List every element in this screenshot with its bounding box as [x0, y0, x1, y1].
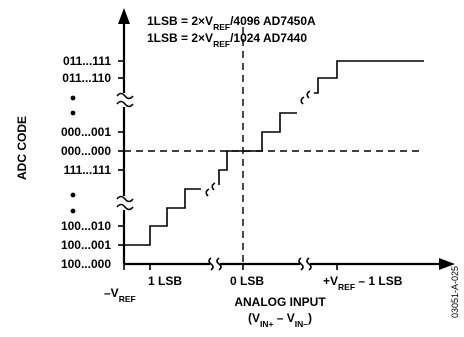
x-axis-break-right	[298, 257, 312, 271]
ticks	[118, 60, 338, 270]
staircase-lower	[123, 188, 201, 264]
figure-id: 03051-A-025	[450, 266, 460, 318]
y-code-label: 000...000	[61, 144, 111, 158]
x-axis-arrowhead	[439, 258, 455, 270]
x-label-neg-vref: –VREF	[104, 286, 136, 304]
code-ellipsis	[70, 95, 76, 214]
y-code-label: 000...001	[61, 125, 111, 139]
staircase-break-upper	[300, 90, 311, 105]
x-axis-title: ANALOG INPUT	[234, 295, 326, 309]
transfer-staircase	[123, 60, 424, 264]
x-tick-labels: –VREF 1 LSB 0 LSB +VREF – 1 LSB	[104, 274, 403, 304]
y-code-label: 011...111	[63, 54, 111, 68]
y-code-label: 100...001	[61, 238, 111, 252]
lsb-note: 1LSB = 2×VREF/4096 AD7450A	[147, 14, 316, 32]
x-axis-expression: (VIN+ – VIN–)	[248, 311, 312, 329]
ellipsis-dot	[70, 192, 76, 198]
y-axis-break-upper	[116, 92, 134, 108]
lsb-notes: 1LSB = 2×VREF/4096 AD7450A 1LSB = 2×VREF…	[147, 14, 316, 49]
axis-breaks	[116, 92, 312, 271]
x-label-one-lsb: 1 LSB	[148, 274, 182, 288]
y-axis-arrowhead	[118, 8, 130, 24]
x-label-pos-vref: +VREF – 1 LSB	[323, 274, 403, 292]
y-code-label: 111...111	[64, 163, 112, 177]
y-axis-break-lower	[116, 195, 134, 211]
staircase-middle	[218, 112, 297, 185]
staircase-break-lower	[205, 182, 216, 197]
reference-lines	[124, 27, 424, 264]
y-code-label: 011...110	[62, 71, 111, 85]
y-code-label: 100...010	[61, 219, 111, 233]
ellipsis-dot	[70, 208, 76, 214]
axes	[122, 22, 441, 266]
ellipsis-dot	[70, 95, 76, 101]
lsb-note: 1LSB = 2×VREF/1024 AD7440	[147, 31, 307, 49]
y-axis-title: ADC CODE	[15, 116, 29, 180]
ellipsis-dot	[70, 110, 76, 116]
staircase-upper	[314, 60, 424, 94]
y-code-label: 100...000	[61, 257, 111, 271]
x-axis-break-left	[208, 257, 222, 271]
x-label-zero-lsb: 0 LSB	[230, 274, 264, 288]
y-code-labels: 011...111 011...110 000...001 000...000 …	[61, 54, 111, 271]
